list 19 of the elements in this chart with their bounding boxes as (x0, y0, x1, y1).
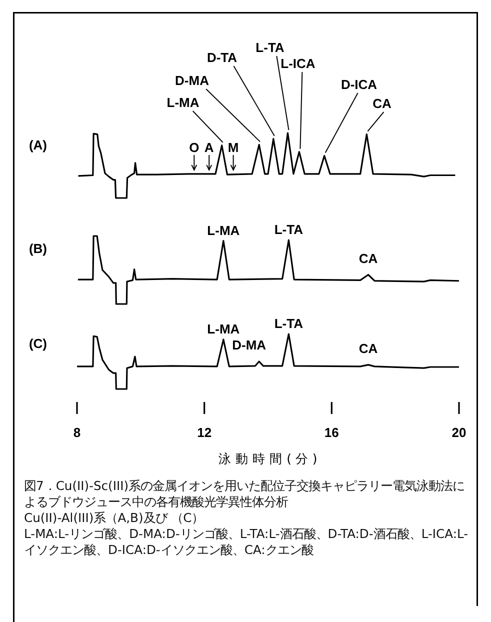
x-tick-label: 12 (197, 425, 212, 440)
x-tick-label: 20 (452, 425, 466, 440)
annotation: D-TA (206, 50, 238, 65)
annotation: L-MA (166, 95, 200, 110)
annotation: D-MA (175, 73, 210, 88)
annotation: M (228, 140, 239, 155)
chart-title: (B) (28, 241, 48, 256)
x-axis-title: 泳 動 時 間 ( 分 ) (218, 451, 318, 466)
chart-title: (A) (28, 137, 48, 152)
text: L-MA:L-リンゴ酸、D-MA:D-リンゴ酸、L-TA:L-酒石酸、D-TA:D-酒石酸、L-ICA:L-イソクエン酸、D-ICA:D-イソクエン酸、CA:クエン酸 (24, 526, 470, 558)
annotation: CA (372, 96, 392, 111)
annotation: D-ICA (340, 77, 378, 92)
annotation: L-ICA (280, 56, 316, 71)
caption: 図7．Cu(II)-Sc(III)系の金属イオンを用いた配位子交換キャピラリー電気泳動法によるブドウジュース中の各有機酸光学異性体分析 (24, 478, 466, 510)
x-tick-label: 16 (324, 425, 339, 440)
x-tick-label: 8 (73, 425, 81, 440)
text: Cu(II)-Al(III)系（A,B)及び （C） (24, 510, 205, 526)
annotation: L-TA (256, 40, 285, 55)
chart-title: (C) (28, 336, 48, 351)
